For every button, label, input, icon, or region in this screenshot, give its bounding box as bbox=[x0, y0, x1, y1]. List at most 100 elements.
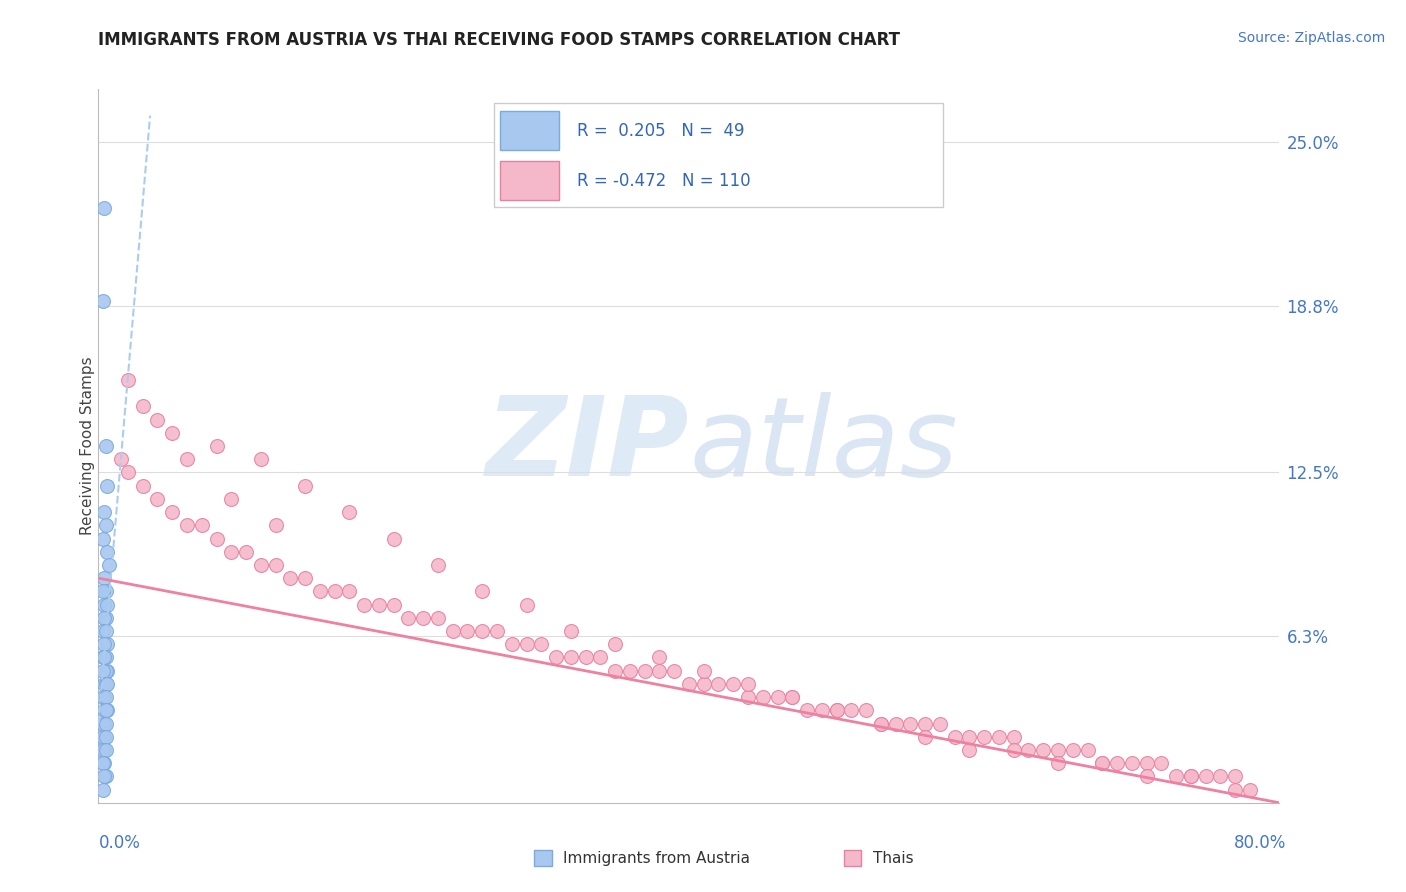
Point bbox=[914, 716, 936, 731]
Point bbox=[530, 637, 553, 651]
Text: 0.0%: 0.0% bbox=[98, 834, 141, 852]
Point bbox=[205, 532, 228, 546]
Point bbox=[1077, 743, 1099, 757]
Point bbox=[766, 690, 789, 704]
Point bbox=[94, 584, 117, 599]
Point bbox=[93, 637, 115, 651]
Point bbox=[94, 624, 117, 638]
Point bbox=[94, 677, 117, 691]
Text: R =  0.205   N =  49: R = 0.205 N = 49 bbox=[576, 122, 744, 140]
Point bbox=[94, 690, 117, 704]
Point bbox=[368, 598, 391, 612]
Text: 80.0%: 80.0% bbox=[1234, 834, 1286, 852]
Text: atlas: atlas bbox=[689, 392, 957, 500]
Point bbox=[855, 703, 877, 717]
Point bbox=[693, 677, 716, 691]
Point bbox=[94, 716, 117, 731]
Point bbox=[516, 598, 538, 612]
Y-axis label: Receiving Food Stamps: Receiving Food Stamps bbox=[80, 357, 94, 535]
FancyBboxPatch shape bbox=[501, 111, 560, 150]
Text: Immigrants from Austria: Immigrants from Austria bbox=[564, 851, 751, 865]
Point bbox=[146, 491, 169, 506]
Point bbox=[91, 730, 114, 744]
Point bbox=[91, 690, 114, 704]
Point bbox=[339, 584, 360, 599]
Point bbox=[93, 730, 115, 744]
Point bbox=[1180, 769, 1202, 783]
Point bbox=[91, 782, 114, 797]
Point bbox=[264, 518, 287, 533]
Point bbox=[737, 677, 759, 691]
Point bbox=[959, 743, 981, 757]
Point bbox=[1091, 756, 1114, 771]
Point bbox=[205, 439, 228, 453]
Point bbox=[633, 664, 655, 678]
Point bbox=[605, 664, 627, 678]
Point bbox=[93, 611, 115, 625]
Point bbox=[93, 598, 115, 612]
Point bbox=[93, 690, 115, 704]
Point bbox=[91, 650, 114, 665]
Point bbox=[560, 650, 582, 665]
Point bbox=[94, 518, 117, 533]
Point bbox=[191, 518, 214, 533]
Point bbox=[664, 664, 686, 678]
Point bbox=[93, 716, 115, 731]
Point bbox=[91, 743, 114, 757]
Point bbox=[810, 703, 832, 717]
Point bbox=[221, 491, 243, 506]
Point bbox=[737, 690, 759, 704]
Point bbox=[250, 558, 273, 572]
Point bbox=[486, 624, 509, 638]
Point bbox=[294, 571, 316, 585]
Text: ZIP: ZIP bbox=[485, 392, 689, 500]
Point bbox=[693, 664, 716, 678]
Point bbox=[96, 545, 118, 559]
Point bbox=[884, 716, 907, 731]
Point bbox=[91, 624, 114, 638]
Point bbox=[309, 584, 332, 599]
Point bbox=[1105, 756, 1128, 771]
Point bbox=[619, 664, 641, 678]
Point bbox=[93, 571, 115, 585]
Point bbox=[96, 478, 118, 492]
Point bbox=[471, 584, 494, 599]
Point bbox=[278, 571, 302, 585]
Point bbox=[796, 703, 818, 717]
Point bbox=[96, 703, 118, 717]
Point bbox=[1135, 769, 1157, 783]
Point bbox=[1062, 743, 1084, 757]
Point bbox=[751, 690, 773, 704]
Point bbox=[93, 743, 115, 757]
Point bbox=[264, 558, 287, 572]
Point bbox=[94, 650, 117, 665]
Point bbox=[162, 505, 183, 519]
FancyBboxPatch shape bbox=[501, 161, 560, 200]
Text: IMMIGRANTS FROM AUSTRIA VS THAI RECEIVING FOOD STAMPS CORRELATION CHART: IMMIGRANTS FROM AUSTRIA VS THAI RECEIVIN… bbox=[98, 31, 900, 49]
Point bbox=[560, 624, 582, 638]
Point bbox=[91, 756, 114, 771]
Point bbox=[176, 518, 198, 533]
Point bbox=[987, 730, 1010, 744]
Point bbox=[339, 505, 360, 519]
Point bbox=[382, 532, 405, 546]
Point bbox=[825, 703, 848, 717]
Point bbox=[1002, 743, 1025, 757]
Point bbox=[943, 730, 966, 744]
Point bbox=[782, 690, 804, 704]
Point bbox=[94, 769, 117, 783]
Point bbox=[1223, 782, 1246, 797]
Point bbox=[94, 743, 117, 757]
Point bbox=[96, 637, 118, 651]
Point bbox=[221, 545, 243, 559]
Point bbox=[91, 716, 114, 731]
Point bbox=[353, 598, 375, 612]
Point bbox=[382, 598, 405, 612]
Point bbox=[546, 650, 568, 665]
Point bbox=[323, 584, 346, 599]
Point bbox=[1091, 756, 1114, 771]
Point bbox=[456, 624, 478, 638]
Point bbox=[427, 611, 450, 625]
Point bbox=[294, 478, 316, 492]
Point bbox=[93, 769, 115, 783]
